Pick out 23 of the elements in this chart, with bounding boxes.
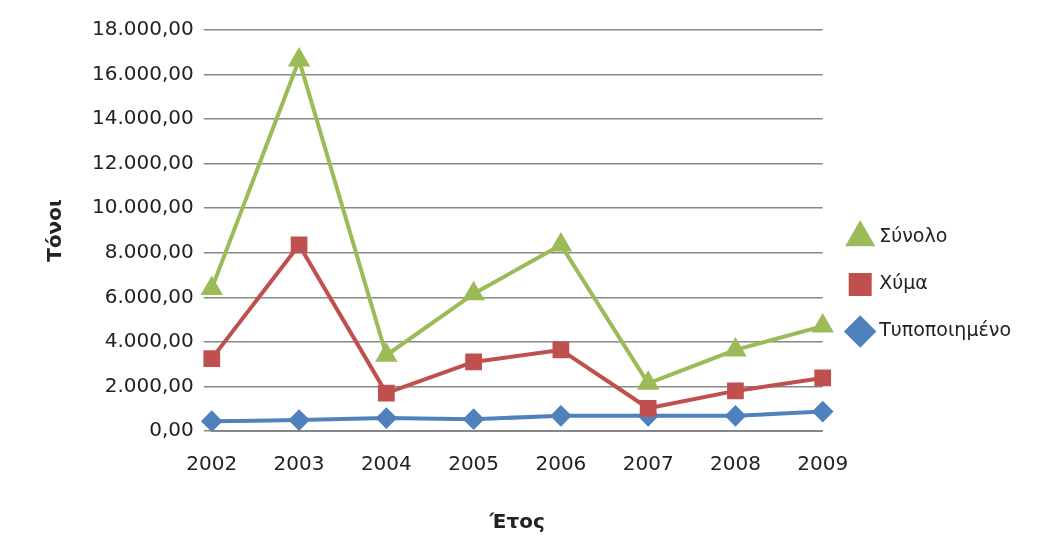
y-tick-label: 6.000,00 (104, 283, 194, 308)
y-tick-label: 14.000,00 (91, 105, 194, 130)
y-tick-label: 4.000,00 (104, 328, 194, 353)
y-tick-label: 16.000,00 (91, 60, 194, 85)
x-tick-label: 2002 (186, 451, 238, 476)
y-tick-label: 10.000,00 (91, 194, 194, 219)
y-tick-label: 2.000,00 (104, 372, 194, 397)
y-tick-label: 12.000,00 (91, 149, 194, 174)
x-axis-title: Έτος (488, 509, 545, 534)
legend-label: Χύμα (879, 271, 928, 294)
y-tick-label: 8.000,00 (104, 238, 194, 263)
x-tick-label: 2009 (797, 451, 849, 476)
x-tick-label: 2008 (709, 451, 761, 476)
x-tick-label: 2005 (448, 451, 500, 476)
legend-label: Σύνολο (879, 224, 948, 247)
y-tick-label: 18.000,00 (91, 16, 194, 41)
y-tick-label: 0,00 (149, 417, 194, 442)
x-tick-label: 2006 (535, 451, 587, 476)
x-tick-label: 2003 (273, 451, 325, 476)
x-tick-label: 2007 (622, 451, 674, 476)
y-axis-title: Τόνοι (42, 199, 67, 262)
legend-label: Τυποποιημένο (878, 318, 1011, 341)
x-tick-label: 2004 (360, 451, 412, 476)
